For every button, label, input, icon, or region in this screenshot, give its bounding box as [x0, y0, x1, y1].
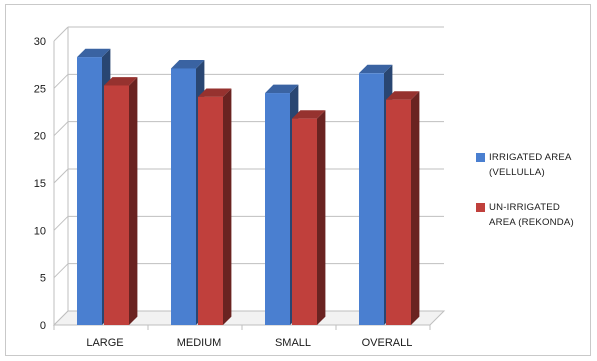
y-tick-label: 15 [34, 178, 46, 190]
bar-top [77, 48, 111, 58]
bar [359, 73, 384, 325]
bar-top [171, 60, 205, 69]
tick-labels: 0 5 10 15 20 25 30 LARGE MEDIUM SMALL OVERALL [34, 36, 413, 349]
bar-top [265, 84, 299, 94]
x-tick-label: LARGE [86, 337, 123, 349]
bar-side [411, 91, 420, 325]
y-tick-label: 20 [34, 131, 46, 143]
bar [386, 99, 411, 326]
bar [292, 118, 317, 325]
bar [104, 85, 129, 325]
legend-label-irrigated: IRRIGATED AREA (VELLULLA) [489, 152, 572, 178]
bar-top [104, 77, 138, 86]
y-tick-label: 25 [34, 83, 46, 95]
gridline-side [53, 263, 69, 279]
gridline-side [53, 73, 69, 89]
bar [198, 96, 223, 325]
bar-side [129, 77, 138, 326]
x-tick-label: MEDIUM [177, 337, 222, 349]
bar-top [198, 88, 232, 97]
bars [77, 48, 420, 326]
bar [171, 68, 196, 325]
bar-side [223, 88, 232, 325]
bar-top [359, 64, 393, 74]
x-tick-label: OVERALL [362, 337, 413, 349]
y-tick-label: 10 [34, 225, 46, 237]
legend-label-unirrigated: UN-IRRIGATED AREA (REKONDA) [489, 202, 574, 228]
legend: IRRIGATED AREA (VELLULLA) UN-IRRIGATED A… [476, 150, 597, 250]
legend-entry-unirrigated: UN-IRRIGATED AREA (REKONDA) [476, 200, 597, 230]
bar [77, 57, 102, 326]
legend-entry-irrigated: IRRIGATED AREA (VELLULLA) [476, 150, 597, 180]
y-tick-label: 0 [40, 320, 46, 332]
bar-top [386, 91, 420, 100]
bar-chart: 0 5 10 15 20 25 30 LARGE MEDIUM SMALL OVERALL [34, 26, 446, 349]
bar [265, 93, 290, 325]
legend-swatch-irrigated [476, 153, 485, 162]
gridline-side [53, 26, 69, 42]
axes [52, 27, 446, 330]
chart-frame: 0 5 10 15 20 25 30 LARGE MEDIUM SMALL OVERALL IRRI… [5, 4, 591, 356]
y-tick-label: 5 [40, 273, 46, 285]
x-tick-label: SMALL [275, 337, 311, 349]
y-tick-label: 30 [34, 36, 46, 48]
gridline-side [53, 215, 69, 231]
legend-swatch-unirrigated [476, 203, 485, 212]
bar-side [317, 110, 326, 325]
bar-top [292, 110, 326, 119]
gridline-side [53, 121, 69, 137]
gridline-side [53, 168, 69, 184]
